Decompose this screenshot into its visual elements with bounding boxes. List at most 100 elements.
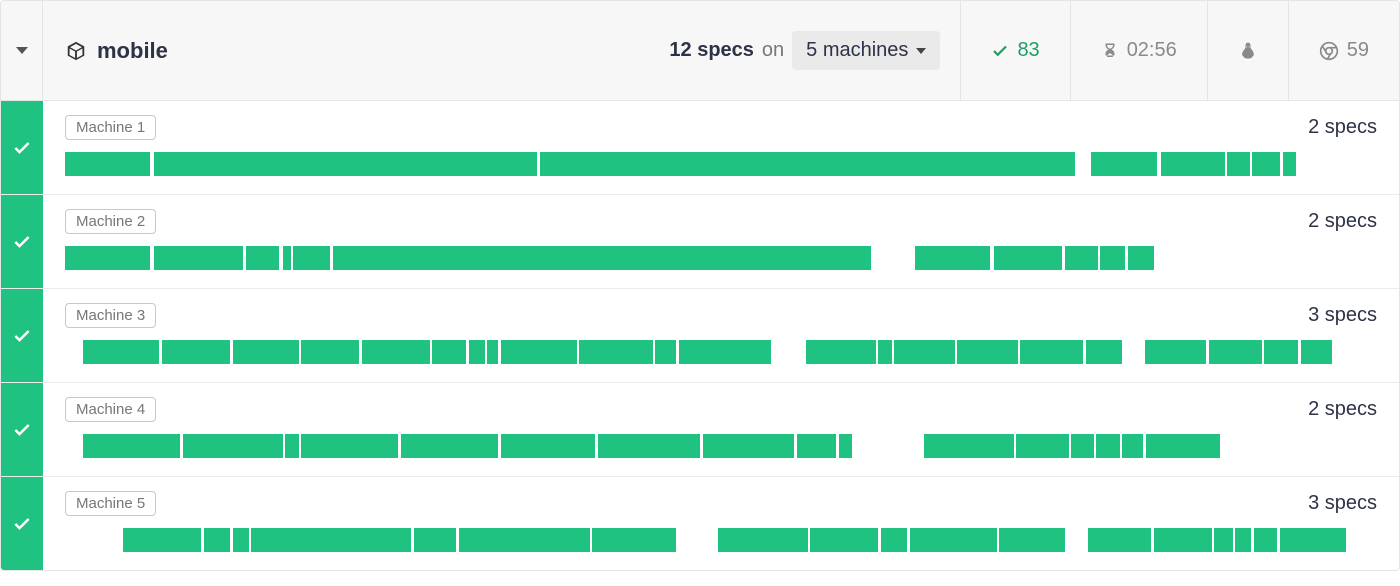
timeline-segment[interactable]: [333, 246, 871, 270]
machine-badge: Machine 3: [65, 303, 156, 328]
timeline-segment[interactable]: [246, 246, 279, 270]
timeline-segment[interactable]: [1214, 528, 1232, 552]
package-icon: [65, 40, 87, 62]
group-title: mobile: [97, 38, 168, 64]
timeline-segment[interactable]: [1128, 246, 1154, 270]
timeline-segment[interactable]: [1235, 528, 1251, 552]
timeline-segment[interactable]: [469, 340, 485, 364]
machine-timeline: [65, 246, 1377, 270]
machine-top: Machine 42 specs: [65, 397, 1377, 422]
timeline-segment[interactable]: [154, 246, 243, 270]
timeline-segment[interactable]: [414, 528, 456, 552]
timeline-segment[interactable]: [487, 340, 497, 364]
timeline-segment[interactable]: [797, 434, 836, 458]
machine-row: Machine 12 specs: [1, 101, 1399, 195]
timeline-segment[interactable]: [1091, 152, 1157, 176]
timeline-segment[interactable]: [1020, 340, 1083, 364]
timeline-segment[interactable]: [65, 152, 150, 176]
timeline-segment[interactable]: [65, 246, 150, 270]
timeline-segment[interactable]: [655, 340, 676, 364]
timeline-segment[interactable]: [1065, 246, 1098, 270]
timeline-segment[interactable]: [233, 528, 249, 552]
timeline-segment[interactable]: [233, 340, 299, 364]
timeline-segment[interactable]: [810, 528, 878, 552]
timeline-segment[interactable]: [910, 528, 997, 552]
timeline-segment[interactable]: [251, 528, 411, 552]
check-icon: [991, 42, 1009, 60]
machine-body: Machine 22 specs: [43, 195, 1399, 288]
machine-body: Machine 33 specs: [43, 289, 1399, 382]
check-icon: [12, 514, 32, 534]
timeline-segment[interactable]: [540, 152, 1075, 176]
timeline-segment[interactable]: [679, 340, 771, 364]
timeline-segment[interactable]: [285, 434, 298, 458]
timeline-segment[interactable]: [183, 434, 283, 458]
timeline-segment[interactable]: [839, 434, 852, 458]
machine-spec-count: 2 specs: [1308, 398, 1377, 421]
check-icon: [12, 232, 32, 252]
timeline-segment[interactable]: [459, 528, 590, 552]
timeline-segment[interactable]: [154, 152, 537, 176]
timeline-segment[interactable]: [83, 340, 159, 364]
timeline-segment[interactable]: [1280, 528, 1346, 552]
timeline-segment[interactable]: [1016, 434, 1068, 458]
timeline-segment[interactable]: [878, 340, 891, 364]
timeline-segment[interactable]: [1161, 152, 1225, 176]
timeline-segment[interactable]: [293, 246, 330, 270]
timeline-segment[interactable]: [83, 434, 180, 458]
timeline-segment[interactable]: [894, 340, 954, 364]
timeline-segment[interactable]: [703, 434, 795, 458]
timeline-segment[interactable]: [1254, 528, 1278, 552]
timeline-segment[interactable]: [1301, 340, 1332, 364]
timeline-segment[interactable]: [1145, 340, 1207, 364]
timeline-segment[interactable]: [806, 340, 876, 364]
timeline-segment[interactable]: [1122, 434, 1143, 458]
timeline-segment[interactable]: [994, 246, 1062, 270]
timeline-segment[interactable]: [204, 528, 230, 552]
timeline-segment[interactable]: [1227, 152, 1249, 176]
timeline-segment[interactable]: [915, 246, 990, 270]
timeline-segment[interactable]: [283, 246, 291, 270]
timeline-segment[interactable]: [1071, 434, 1093, 458]
timeline-segment[interactable]: [1100, 246, 1125, 270]
timeline-segment[interactable]: [1264, 340, 1298, 364]
machine-status: [1, 289, 43, 382]
timeline-segment[interactable]: [432, 340, 466, 364]
timeline-segment[interactable]: [362, 340, 430, 364]
timeline-segment[interactable]: [123, 528, 202, 552]
timeline-segment[interactable]: [1283, 152, 1296, 176]
run-panel: mobile 12 specs on 5 machines 83 02:56: [0, 0, 1400, 571]
machine-badge: Machine 5: [65, 491, 156, 516]
machine-status: [1, 195, 43, 288]
stat-passed: 83: [961, 1, 1070, 100]
timeline-segment[interactable]: [301, 340, 359, 364]
timeline-segment[interactable]: [501, 340, 577, 364]
timeline-segment[interactable]: [1209, 340, 1261, 364]
timeline-segment[interactable]: [924, 434, 1013, 458]
stat-browser: 59: [1289, 1, 1399, 100]
timeline-segment[interactable]: [598, 434, 700, 458]
timeline-segment[interactable]: [401, 434, 498, 458]
timeline-segment[interactable]: [1088, 528, 1151, 552]
timeline-segment[interactable]: [1086, 340, 1123, 364]
timeline-segment[interactable]: [1154, 528, 1212, 552]
timeline-segment[interactable]: [301, 434, 398, 458]
machine-row: Machine 22 specs: [1, 195, 1399, 289]
caret-down-icon: [16, 47, 28, 54]
machine-timeline: [65, 434, 1377, 458]
timeline-segment[interactable]: [1252, 152, 1280, 176]
collapse-toggle[interactable]: [1, 1, 43, 100]
timeline-segment[interactable]: [957, 340, 1017, 364]
timeline-segment[interactable]: [881, 528, 907, 552]
timeline-segment[interactable]: [718, 528, 807, 552]
machines-dropdown[interactable]: 5 machines: [792, 31, 940, 70]
timeline-segment[interactable]: [1096, 434, 1120, 458]
machine-timeline: [65, 340, 1377, 364]
machine-status: [1, 383, 43, 476]
timeline-segment[interactable]: [579, 340, 652, 364]
timeline-segment[interactable]: [1146, 434, 1219, 458]
timeline-segment[interactable]: [162, 340, 230, 364]
timeline-segment[interactable]: [501, 434, 595, 458]
timeline-segment[interactable]: [999, 528, 1065, 552]
timeline-segment[interactable]: [592, 528, 676, 552]
